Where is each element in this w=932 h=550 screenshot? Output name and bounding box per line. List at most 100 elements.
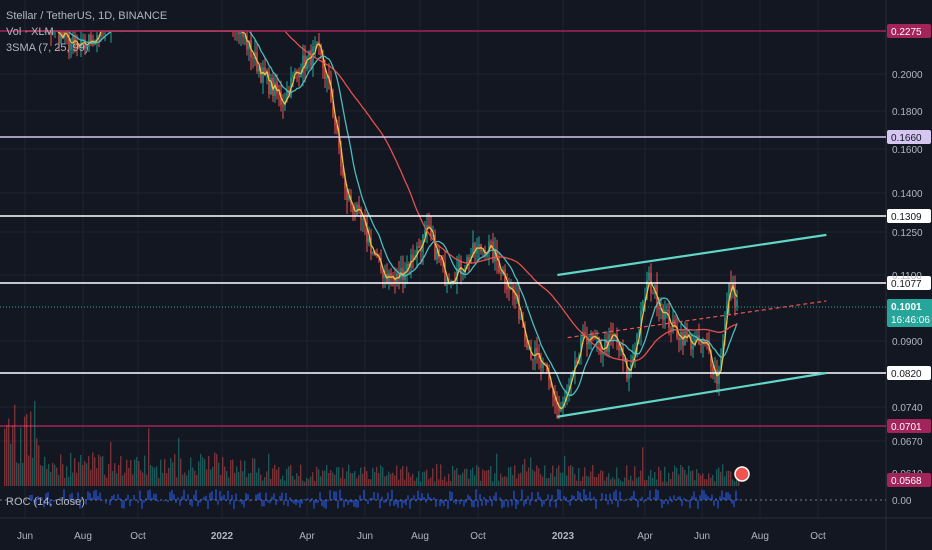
volume-bar [284,480,286,486]
volume-bar [672,471,674,486]
volume-bar [338,467,340,486]
price-axis-tick: 0.0670 [892,437,923,448]
volume-bar [664,466,666,486]
candle-body [306,56,308,70]
volume-bar [366,470,368,486]
candle-body [554,397,556,402]
volume-bar [590,471,592,486]
price-axis-tick: 0.0900 [892,337,923,348]
volume-bar [340,477,342,486]
candle-body [246,36,248,50]
candle-body [684,331,686,346]
volume-bar [384,476,386,486]
volume-bar [604,480,606,486]
volume-bar [684,469,686,486]
candle-body [668,309,670,328]
candle-body [734,283,736,307]
volume-bar [534,471,536,486]
candle-body [262,67,264,83]
countdown-label: 16:46:06 [891,315,930,326]
volume-bar [696,468,698,486]
candle-body [704,340,706,344]
candle-body [294,70,296,75]
candle-body [562,401,564,410]
volume-bar [54,464,56,486]
candle-body [474,243,476,254]
volume-bar [592,464,594,486]
candle-body [514,293,516,300]
volume-bar [470,469,472,486]
candle-body [444,262,446,286]
candle-body [390,273,392,278]
candle-body [664,309,666,320]
candle-body [248,40,250,50]
candle-body [392,277,394,279]
candle-body [662,308,664,320]
volume-bar [274,464,276,486]
current-price-label: 0.1001 [891,302,922,313]
volume-bar [508,467,510,486]
candle-body [730,283,732,291]
candle-body [342,166,344,176]
volume-bar [82,465,84,486]
volume-bar [614,479,616,486]
current-price-badge [887,299,932,327]
price-level-label: 0.1077 [891,279,922,290]
volume-bar [710,477,712,486]
candle-body [362,218,364,220]
volume-bar [124,472,126,486]
candle-body [710,350,712,367]
volume-bar [716,469,718,486]
volume-bar [92,452,94,486]
volume-bar [334,474,336,486]
volume-bar [686,474,688,486]
volume-bar [430,477,432,486]
volume-bar [52,462,54,486]
volume-bar [174,453,176,486]
volume-bar [376,466,378,486]
price-level-badge [887,130,931,144]
time-axis-tick: Jun [17,531,33,542]
candle-body [330,80,332,101]
price-level-label: 0.2275 [891,27,922,38]
candle-body [592,332,594,338]
volume-bar [110,441,112,486]
volume-bar [612,477,614,486]
volume-bar [172,462,174,486]
volume-bar [724,476,726,486]
volume-bar [318,469,320,486]
candle-body [600,341,602,355]
candle-body [594,337,596,339]
volume-bar [74,458,76,486]
candle-body [70,43,72,50]
volume-bar [624,477,626,486]
volume-bar [390,473,392,486]
volume-bar [328,473,330,486]
candle-body [500,272,502,274]
volume-bar [296,473,298,486]
volume-bar [636,478,638,486]
volume-bar [200,453,202,486]
volume-bar [346,471,348,486]
candle-body [418,246,420,248]
volume-bar [294,479,296,486]
volume-bar [240,460,242,486]
volume-bar [714,481,716,486]
volume-level-badge [887,473,931,487]
volume-bar [302,480,304,486]
price-level-label: 0.1660 [891,133,922,144]
volume-bar [80,455,82,486]
volume-bar [520,472,522,486]
volume-bar [464,468,466,486]
volume-bar [84,461,86,486]
time-axis-tick: Oct [810,531,826,542]
volume-bar [536,465,538,486]
candle-body [626,360,628,379]
candle-body [268,72,270,95]
volume-bar [266,471,268,486]
volume-bar [250,472,252,486]
volume-bar [488,469,490,486]
volume-bar [432,468,434,486]
sma-line-3 [25,30,738,362]
